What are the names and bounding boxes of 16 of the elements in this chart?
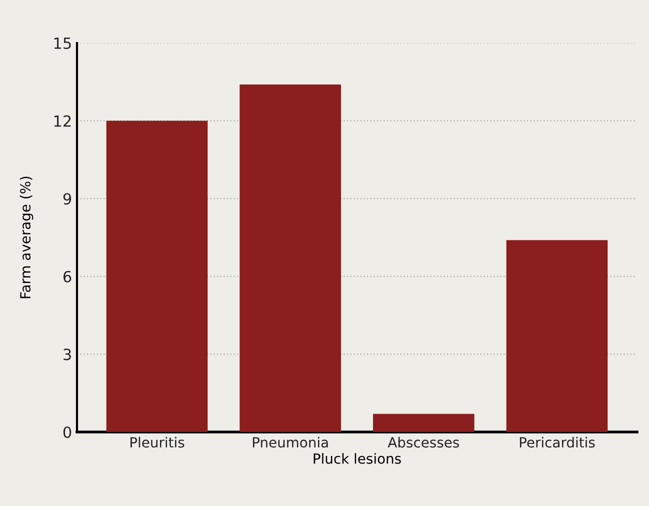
bar: [373, 414, 474, 432]
y-tick-label: 9: [63, 193, 72, 205]
x-tick-label: Pleuritis: [130, 436, 184, 448]
x-tick-label: Pericarditis: [520, 436, 595, 448]
x-tick-label: Abscesses: [388, 436, 459, 448]
y-tick-label: 15: [54, 38, 71, 50]
y-axis-title: Farm average (%): [20, 176, 34, 298]
y-tick-label: 0: [63, 426, 72, 438]
x-tick-label: Pneumonia: [252, 436, 328, 448]
x-axis-title: Pluck lesions: [314, 453, 401, 464]
bar: [240, 84, 341, 432]
bar: [106, 120, 208, 432]
y-tick-label: 3: [64, 348, 71, 360]
y-tick-label: 6: [63, 270, 72, 282]
y-tick-label: 12: [54, 115, 71, 127]
bar: [506, 240, 608, 432]
